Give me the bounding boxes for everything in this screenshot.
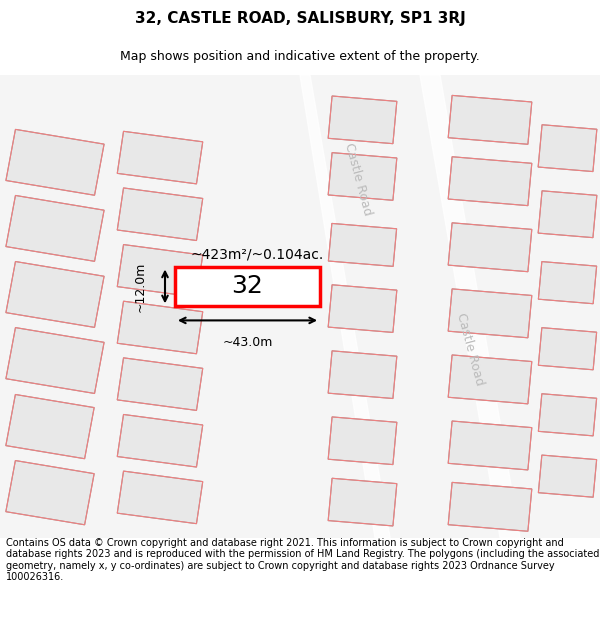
Polygon shape [117, 244, 203, 297]
Polygon shape [117, 471, 203, 524]
Polygon shape [300, 75, 390, 538]
Polygon shape [448, 355, 532, 404]
Polygon shape [117, 301, 203, 354]
Polygon shape [538, 394, 596, 436]
Polygon shape [328, 417, 397, 464]
Polygon shape [420, 75, 520, 538]
Polygon shape [117, 414, 203, 467]
Polygon shape [538, 328, 596, 370]
Polygon shape [448, 421, 532, 470]
Polygon shape [6, 394, 94, 459]
Polygon shape [6, 261, 104, 328]
Text: Castle Road: Castle Road [454, 311, 486, 386]
Polygon shape [117, 188, 203, 241]
Text: ~423m²/~0.104ac.: ~423m²/~0.104ac. [190, 248, 323, 261]
Polygon shape [175, 267, 320, 306]
Polygon shape [448, 289, 532, 338]
Polygon shape [328, 223, 397, 266]
Polygon shape [6, 196, 104, 261]
Text: 32, CASTLE ROAD, SALISBURY, SP1 3RJ: 32, CASTLE ROAD, SALISBURY, SP1 3RJ [134, 11, 466, 26]
Polygon shape [448, 157, 532, 206]
Polygon shape [448, 482, 532, 531]
Text: ~43.0m: ~43.0m [223, 336, 272, 349]
Text: ~12.0m: ~12.0m [134, 261, 147, 312]
Polygon shape [6, 461, 94, 525]
Polygon shape [6, 328, 104, 394]
Text: Contains OS data © Crown copyright and database right 2021. This information is : Contains OS data © Crown copyright and d… [6, 538, 599, 582]
Polygon shape [538, 191, 597, 238]
Text: Map shows position and indicative extent of the property.: Map shows position and indicative extent… [120, 50, 480, 62]
Text: Castle Road: Castle Road [342, 141, 374, 217]
Polygon shape [6, 129, 104, 195]
Polygon shape [448, 96, 532, 144]
Polygon shape [538, 262, 596, 304]
Text: 32: 32 [232, 274, 263, 298]
Polygon shape [538, 455, 596, 498]
Polygon shape [117, 131, 203, 184]
Polygon shape [328, 152, 397, 200]
Polygon shape [538, 125, 597, 172]
Polygon shape [117, 358, 203, 411]
Polygon shape [328, 285, 397, 332]
Polygon shape [448, 222, 532, 272]
Polygon shape [328, 96, 397, 144]
Polygon shape [328, 351, 397, 399]
Polygon shape [328, 478, 397, 526]
